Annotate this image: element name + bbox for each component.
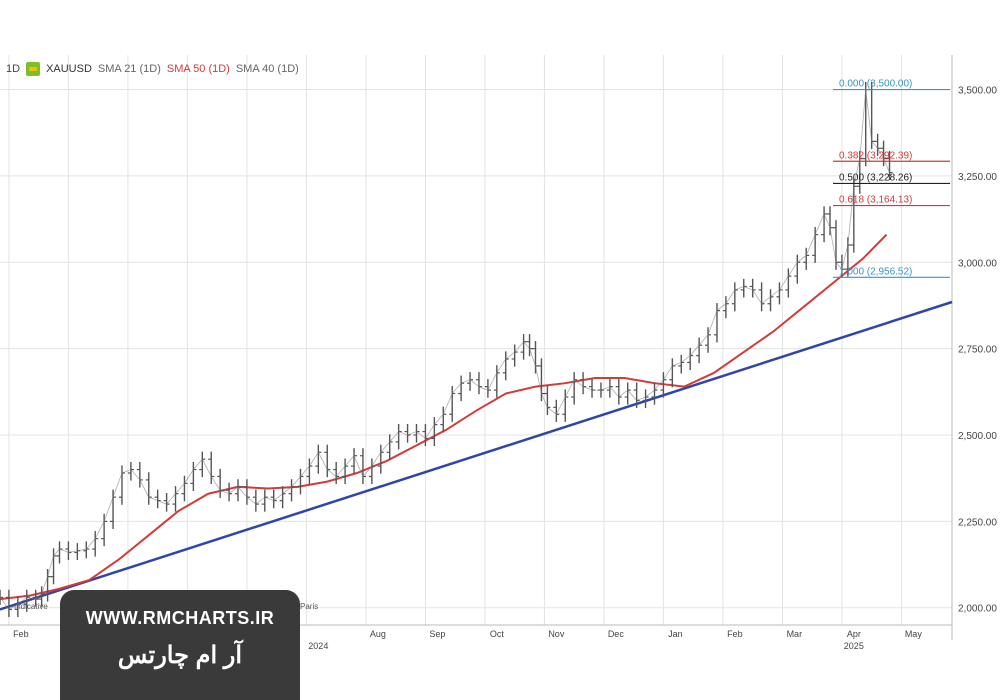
indicative-note: Indicative [14,602,48,611]
fib-level-label: 0.500 (3,228.26) [839,172,912,183]
y-tick-label: 3,000.00 [958,258,997,269]
indicator-sma21[interactable]: SMA 21 (1D) [97,63,161,75]
x-tick-label: Feb [727,629,743,639]
timeframe-label[interactable]: 1D [6,63,21,75]
x-tick-label: Oct [490,629,505,639]
fib-level-label: 0.618 (3,164.13) [839,195,912,206]
y-tick-label: 2,750.00 [958,345,997,356]
x-tick-label: Nov [548,629,565,639]
brand-url: WWW.RMCHARTS.IR [85,608,275,628]
y-tick-label: 2,000.00 [958,604,997,615]
sma50-line [0,233,888,601]
price-line [0,89,890,610]
brand-badge: WWW.RMCHARTS.IR آر ام چارتس [60,590,300,700]
indicator-sma40[interactable]: SMA 40 (1D) [235,63,299,75]
y-tick-label: 3,500.00 [958,86,997,97]
fib-level-label: 1.000 (2,956.52) [839,266,912,277]
x-tick-label: Mar [787,629,803,639]
x-tick-label: Apr [847,629,861,639]
brand-name: آر ام چارتس [117,642,243,669]
plot-area [0,55,952,625]
x-tick-label: Jan [668,629,683,639]
x-tick-label: Aug [370,629,386,639]
chart-header: 1D XAUUSD SMA 21 (1D) SMA 50 (1D) SMA 40… [6,62,299,76]
y-tick-label: 2,500.00 [958,431,997,442]
x-tick-label: Dec [608,629,625,639]
gold-symbol-icon [26,62,41,76]
x-tick-label: Feb [13,629,29,639]
x-tick-label: Sep [429,629,445,639]
y-tick-label: 2,250.00 [958,517,997,528]
y-tick-label: 3,250.00 [958,172,997,183]
paris-note: Paris [300,602,319,611]
x-tick-label: May [905,629,923,639]
year-label: 2024 [308,641,328,651]
trendline [0,300,953,611]
fib-level-label: 0.000 (3,500.00) [839,79,912,90]
symbol-label[interactable]: XAUUSD [46,63,92,75]
indicator-sma50[interactable]: SMA 50 (1D) [166,63,230,75]
fib-level-label: 0.382 (3,292.39) [839,150,912,161]
year-label: 2025 [844,641,864,651]
